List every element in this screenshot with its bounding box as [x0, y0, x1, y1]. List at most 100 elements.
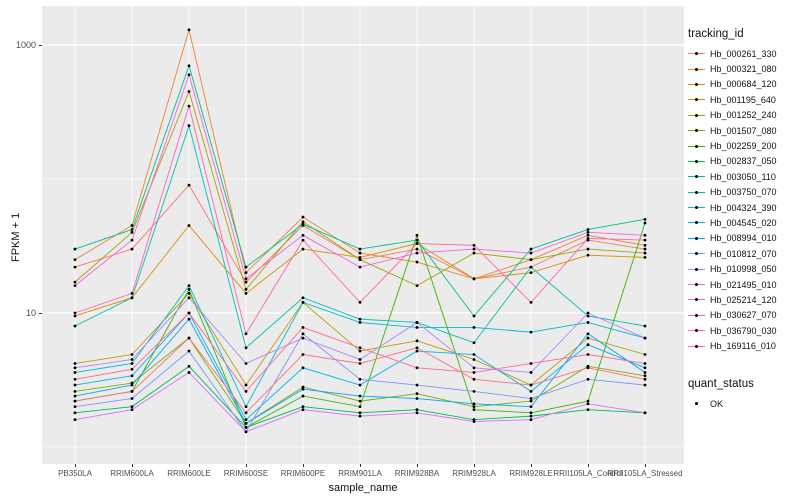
legend-key-line-icon — [688, 247, 705, 260]
series-points-Hb_025214_120 — [73, 73, 647, 288]
x-axis-title: sample_name — [328, 482, 398, 494]
legend-item-label: Hb_003750_070 — [710, 187, 777, 198]
x-axis-tickmark — [359, 464, 361, 467]
series-points-Hb_030627_070 — [73, 104, 647, 336]
y-tick-label-1000: 1000 — [15, 40, 36, 50]
x-axis-tick-labels: PB350LA RRIM600LA RRIM600LE RRIM600SE RRIM60… — [42, 464, 684, 480]
x-axis-tickmark — [131, 464, 133, 467]
series-points-Hb_010812_070 — [73, 332, 647, 434]
legend-item-label: Hb_030627_070 — [710, 310, 777, 321]
legend-item: Hb_000321_080 — [688, 61, 798, 76]
legend-key-line-icon — [688, 63, 705, 76]
legend-item-label: Hb_000261_330 — [710, 48, 777, 59]
legend-items: Hb_000261_330 Hb_000321_080 Hb_000684_120 H… — [688, 46, 798, 354]
x-tick-label: RRIM600LA — [110, 469, 154, 478]
legend-item-label: Hb_002259_200 — [710, 141, 777, 152]
series-points-Hb_003050_110 — [73, 64, 647, 318]
legend-item-label: Hb_001507_080 — [710, 125, 777, 136]
legend-item: Hb_010812_070 — [688, 246, 798, 261]
legend-item-label: Hb_001195_640 — [710, 94, 776, 105]
series-points-Hb_010998_050 — [73, 296, 647, 374]
legend-key-line-icon — [688, 201, 705, 214]
legend-key-line-icon — [688, 324, 705, 337]
legend-panel: tracking_id Hb_000261_330 Hb_000321_080 Hb… — [688, 28, 798, 411]
x-tick-label: RRIM600PE — [280, 469, 326, 478]
x-axis-tickmark — [587, 464, 589, 467]
legend-key-line-icon — [688, 155, 705, 168]
y-axis-tickmark — [39, 312, 42, 314]
x-axis-tickmark — [473, 464, 475, 467]
x-axis-tickmark — [416, 464, 418, 467]
legend-key-line-icon — [688, 186, 705, 199]
series-points-Hb_008994_010 — [73, 317, 647, 425]
x-axis-tickmark — [302, 464, 304, 467]
legend-key-line-icon — [688, 47, 705, 60]
legend-title-quant-status: quant_status — [688, 377, 754, 390]
legend-key-point-icon — [688, 397, 705, 410]
x-axis-tickmark — [530, 464, 532, 467]
plot-area — [42, 6, 684, 464]
legend-key-line-icon — [688, 170, 705, 183]
legend-item: Hb_000261_330 — [688, 46, 798, 61]
legend-key-line-icon — [688, 109, 705, 122]
legend-item: Hb_002837_050 — [688, 154, 798, 169]
y-tick-label-10: 10 — [25, 308, 36, 318]
legend-item: Hb_000684_120 — [688, 77, 798, 92]
legend-key-line-icon — [688, 140, 705, 153]
legend-item: Hb_001507_080 — [688, 123, 798, 138]
series-points-Hb_021495_010 — [73, 371, 647, 434]
series-points-Hb_004545_020 — [73, 311, 647, 422]
legend-item: Hb_002259_200 — [688, 138, 798, 153]
legend-item: Hb_010998_050 — [688, 261, 798, 276]
plot-panel — [42, 6, 684, 464]
legend-item-label: Hb_000684_120 — [710, 79, 777, 90]
x-tick-label: RRIM600LE — [167, 469, 211, 478]
x-tick-label: RRIM928LA — [452, 469, 496, 478]
legend-item-label: Hb_036790_030 — [710, 325, 777, 336]
y-axis-tickmark — [39, 44, 42, 46]
series-points-Hb_004324_390 — [73, 284, 647, 409]
legend-item: Hb_004545_020 — [688, 215, 798, 230]
legend-item-label: Hb_001252_240 — [710, 110, 777, 121]
x-axis-tickmark — [245, 464, 247, 467]
legend-title-tracking-id: tracking_id — [688, 28, 744, 40]
legend-item-label: Hb_000321_080 — [710, 64, 777, 75]
legend-key-line-icon — [688, 263, 705, 276]
legend-item-label: Hb_010998_050 — [710, 264, 777, 275]
series-points-Hb_001507_080 — [73, 336, 647, 425]
x-tick-label: RRIM928LE — [509, 469, 553, 478]
legend-item-label: Hb_021495_010 — [710, 279, 777, 290]
legend-item-ok: OK — [688, 396, 798, 411]
series-points-Hb_036790_030 — [73, 311, 647, 393]
legend-item-label: Hb_004324_390 — [710, 202, 777, 213]
x-tick-label: RRII105LA_Stressed — [607, 469, 683, 478]
legend-key-line-icon — [688, 124, 705, 137]
legend-item-label: OK — [710, 398, 724, 409]
legend-key-line-icon — [688, 93, 705, 106]
legend-item: Hb_001195_640 — [688, 92, 798, 107]
legend-item: Hb_003050_110 — [688, 169, 798, 184]
series-points-Hb_169116_010 — [73, 336, 647, 415]
x-axis-tickmark — [644, 464, 646, 467]
x-tick-label: RRII105LA_Control — [553, 469, 623, 478]
y-axis-title: FPKM + 1 — [10, 212, 22, 262]
legend-item: Hb_025214_120 — [688, 292, 798, 307]
x-tick-label: RRIM600SE — [223, 469, 269, 478]
x-tick-label: PB350LA — [58, 469, 92, 478]
legend-item: Hb_003750_070 — [688, 185, 798, 200]
legend-item: Hb_004324_390 — [688, 200, 798, 215]
legend-key-line-icon — [688, 232, 705, 245]
legend-item-label: Hb_169116_010 — [710, 341, 776, 352]
panel-background — [42, 6, 684, 464]
legend-key-line-icon — [688, 278, 705, 291]
legend-item-label: Hb_004545_020 — [710, 217, 777, 228]
legend-item: Hb_169116_010 — [688, 338, 798, 353]
legend-key-line-icon — [688, 340, 705, 353]
legend-item: Hb_001252_240 — [688, 108, 798, 123]
legend-key-line-icon — [688, 309, 705, 322]
legend-item-label: Hb_025214_120 — [710, 294, 777, 305]
legend-key-line-icon — [688, 293, 705, 306]
legend-item: Hb_021495_010 — [688, 277, 798, 292]
legend-key-line-icon — [688, 216, 705, 229]
